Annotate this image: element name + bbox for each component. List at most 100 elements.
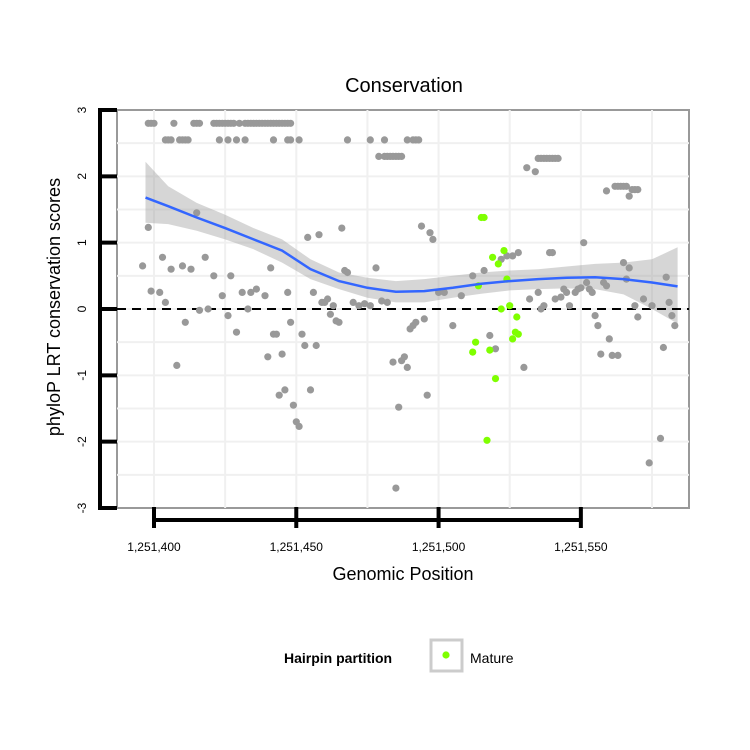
y-tick-label: 1: [75, 239, 89, 246]
data-point-other: [147, 287, 155, 295]
data-point-other: [614, 351, 622, 359]
y-tick-label: -2: [75, 436, 89, 447]
data-point-mature: [489, 253, 497, 261]
x-tick-label: 1,251,400: [127, 540, 181, 554]
data-point-other: [580, 239, 588, 247]
data-point-other: [309, 288, 317, 296]
x-tick-label: 1,251,500: [412, 540, 466, 554]
data-point-other: [594, 322, 602, 330]
data-point-other: [440, 288, 448, 296]
data-point-other: [238, 288, 246, 296]
data-point-other: [403, 363, 411, 371]
data-point-mature: [483, 436, 491, 444]
data-point-other: [295, 422, 303, 430]
data-point-other: [184, 136, 192, 144]
smooth-line-group: [145, 196, 678, 294]
data-point-other: [144, 223, 152, 231]
data-point-other: [193, 209, 201, 217]
data-point-other: [534, 288, 542, 296]
data-point-other: [554, 154, 562, 162]
data-point-other: [295, 136, 303, 144]
data-point-other: [343, 136, 352, 144]
data-point-other: [375, 152, 383, 160]
data-point-other: [289, 401, 297, 409]
data-point-other: [304, 233, 312, 241]
x-tick-label: 1,251,550: [554, 540, 608, 554]
data-point-mature: [491, 375, 500, 383]
data-point-other: [634, 313, 642, 321]
data-point-other: [415, 136, 423, 144]
data-point-other: [671, 322, 679, 330]
data-point-other: [272, 330, 280, 338]
data-point-other: [187, 265, 195, 273]
data-point-other: [244, 305, 252, 313]
data-point-other: [469, 272, 477, 280]
data-point-other: [597, 350, 605, 358]
y-axis-title: phyloP LRT conservation scores: [44, 178, 64, 436]
data-point-other: [634, 186, 642, 194]
data-point-other: [349, 298, 357, 306]
data-point-other: [508, 252, 517, 260]
data-point-mature: [469, 348, 477, 356]
data-point-other: [264, 353, 272, 361]
data-point-other: [602, 187, 611, 195]
data-point-other: [218, 292, 226, 300]
legend-key-mature-dot: [442, 651, 450, 659]
data-point-other: [523, 164, 531, 172]
data-point-other: [449, 322, 457, 330]
chart-title: Conservation: [345, 75, 463, 97]
data-point-other: [156, 288, 164, 296]
data-point-other: [195, 119, 204, 127]
y-tick-label: 3: [75, 106, 89, 113]
data-point-other: [150, 119, 158, 127]
x-tick-label: 1,251,450: [270, 540, 324, 554]
data-point-other: [514, 249, 522, 257]
data-point-other: [335, 318, 343, 326]
data-point-mature: [480, 213, 488, 222]
data-point-other: [326, 310, 334, 318]
data-point-mature: [494, 260, 502, 268]
data-point-other: [366, 302, 374, 310]
data-point-other: [210, 272, 218, 280]
data-point-other: [329, 302, 337, 310]
data-point-other: [622, 182, 631, 190]
data-point-other: [247, 288, 255, 296]
data-point-other: [457, 292, 465, 300]
data-point-other: [548, 249, 557, 257]
data-point-other: [227, 272, 235, 280]
data-point-other: [480, 266, 488, 275]
data-point-other: [668, 312, 676, 320]
data-point-other: [267, 264, 275, 272]
data-point-other: [526, 295, 534, 303]
data-point-other: [648, 302, 656, 310]
data-point-other: [287, 136, 295, 144]
data-point-other: [659, 343, 668, 352]
data-point-other: [261, 292, 269, 300]
data-point-other: [167, 136, 175, 144]
data-point-other: [540, 302, 548, 310]
legend-title: Hairpin partition: [284, 650, 392, 666]
data-point-mature: [486, 346, 494, 354]
data-point-mature: [514, 330, 522, 338]
data-point-other: [232, 328, 241, 336]
data-point-other: [301, 341, 309, 350]
data-point-other: [551, 295, 559, 303]
data-point-other: [269, 136, 278, 144]
data-point-other: [400, 353, 408, 361]
data-point-other: [656, 434, 665, 442]
data-point-other: [398, 152, 406, 160]
data-point-other: [298, 330, 306, 338]
smooth-line: [145, 196, 678, 294]
data-point-other: [665, 298, 673, 306]
data-point-other: [355, 302, 363, 310]
data-point-other: [412, 318, 420, 326]
data-point-mature: [513, 313, 521, 321]
data-point-other: [361, 300, 369, 308]
data-point-other: [224, 136, 232, 144]
data-point-other: [619, 259, 628, 267]
data-point-other: [312, 341, 320, 350]
data-point-other: [372, 264, 380, 272]
data-point-other: [423, 391, 431, 399]
data-point-other: [338, 224, 346, 232]
